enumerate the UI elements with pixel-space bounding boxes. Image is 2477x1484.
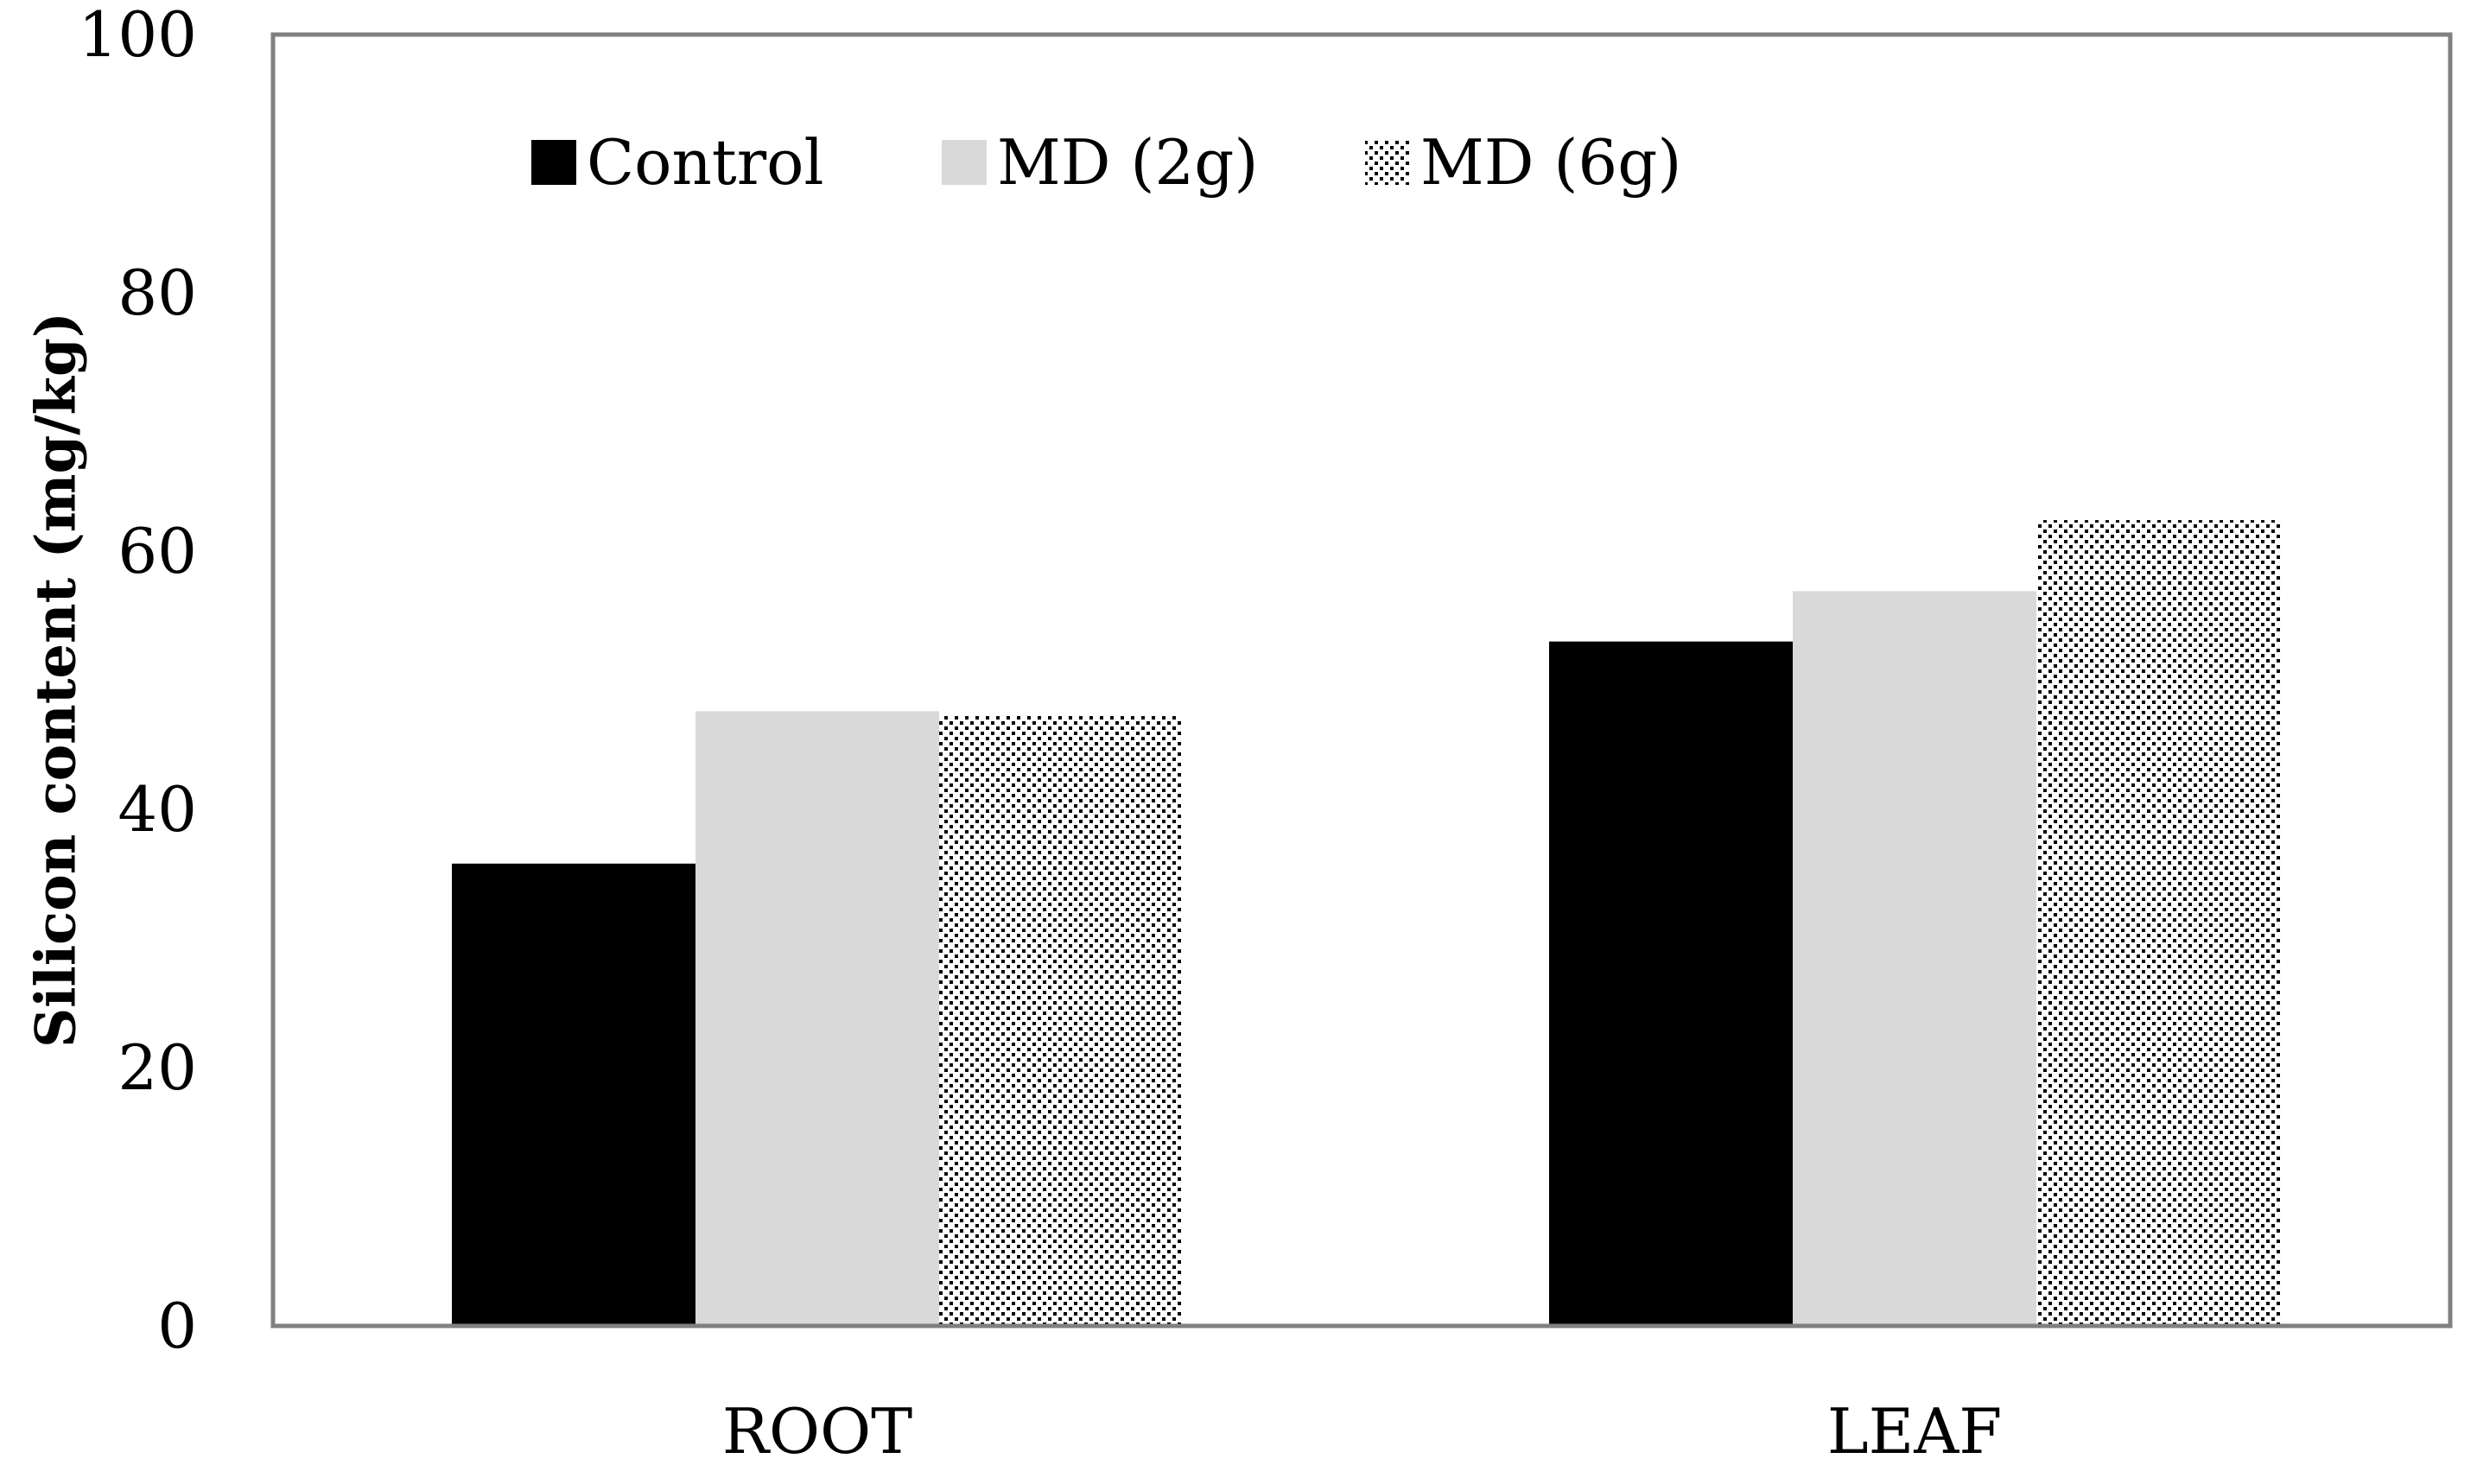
bar-root-md-6g xyxy=(939,714,1183,1326)
bar-root-control xyxy=(452,863,695,1326)
y-tick-label: 100 xyxy=(79,0,197,71)
legend: Control MD (2g) MD (6g) xyxy=(531,126,1681,199)
bar-leaf-md-2g xyxy=(1793,591,2036,1326)
x-category-label-root: ROOT xyxy=(722,1395,912,1468)
legend-swatch-md-2g xyxy=(942,140,987,185)
x-axis-category-labels: ROOT LEAF xyxy=(722,1395,2002,1468)
bars xyxy=(273,520,2450,1329)
legend-label: MD (6g) xyxy=(1420,126,1681,199)
y-tick-label: 20 xyxy=(117,1031,197,1104)
legend-label: MD (2g) xyxy=(997,126,1258,199)
legend-swatch-control xyxy=(531,140,576,185)
bar-root-md-2g xyxy=(695,711,939,1326)
y-tick-label: 60 xyxy=(117,515,197,587)
x-category-label-leaf: LEAF xyxy=(1827,1395,2002,1468)
y-axis-title: Silicon content (mg/kg) xyxy=(24,312,89,1048)
bar-leaf-md-6g xyxy=(2036,520,2280,1326)
y-tick-label: 40 xyxy=(117,773,197,846)
y-tick-label: 80 xyxy=(117,257,197,329)
legend-swatch-md-6g xyxy=(1365,140,1410,185)
y-tick-label: 0 xyxy=(157,1290,197,1362)
y-axis-tick-labels: 0 20 40 60 80 100 xyxy=(79,0,197,1362)
legend-label: Control xyxy=(587,126,824,199)
bar-leaf-control xyxy=(1549,641,1793,1326)
